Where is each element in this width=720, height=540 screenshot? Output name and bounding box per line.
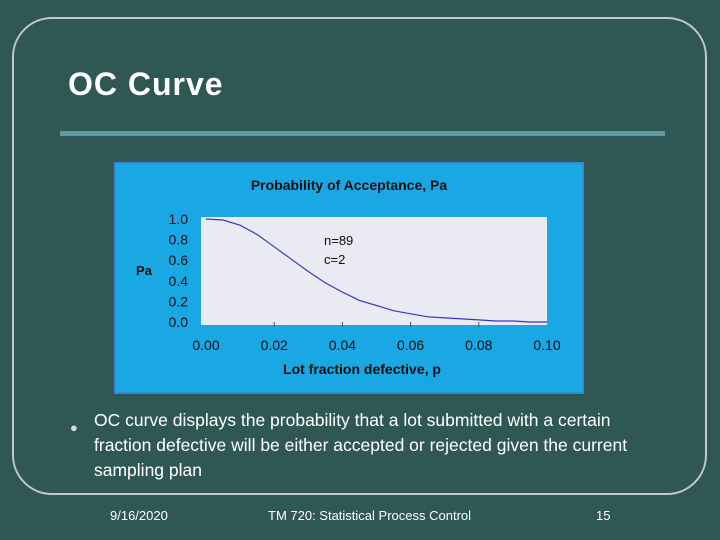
- y-tick-label: 1.0: [169, 211, 189, 227]
- slide-frame: [12, 17, 707, 495]
- x-tick-label: 0.00: [192, 337, 219, 353]
- title-rule: [60, 131, 665, 136]
- y-tick-label: 0.4: [169, 273, 189, 289]
- bullet-icon: ●: [70, 420, 78, 435]
- footer-page-number: 15: [596, 508, 611, 523]
- oc-chart-svg: Probability of Acceptance, Pa Pa Lot fra…: [112, 160, 586, 396]
- x-tick-label: 0.06: [397, 337, 424, 353]
- footer-course: TM 720: Statistical Process Control: [268, 508, 472, 523]
- y-tick-label: 0.6: [169, 252, 189, 268]
- x-tick-label: 0.04: [329, 337, 356, 353]
- annotation-c: c=2: [324, 252, 345, 267]
- y-tick-label: 0.8: [169, 232, 189, 248]
- bullet-text: OC curve displays the probability that a…: [94, 410, 628, 480]
- y-tick-label: 0.2: [169, 293, 189, 309]
- oc-curve-line: [205, 218, 547, 323]
- x-tick-labels: 0.00 0.02 0.04 0.06 0.08 0.10: [192, 322, 561, 353]
- annotation-n: n=89: [324, 233, 353, 248]
- chart-title: Probability of Acceptance, Pa: [251, 177, 448, 193]
- y-axis-label: Pa: [136, 263, 153, 278]
- footer-date: 9/16/2020: [110, 508, 168, 523]
- oc-chart: Probability of Acceptance, Pa Pa Lot fra…: [112, 160, 586, 396]
- x-tick-label: 0.08: [465, 337, 492, 353]
- y-tick-label: 0.0: [169, 314, 189, 330]
- x-axis-label: Lot fraction defective, p: [283, 361, 441, 377]
- slide-title: OC Curve: [68, 66, 224, 102]
- plot-area: [201, 217, 547, 325]
- y-tick-labels: 1.0 0.8 0.6 0.4 0.2 0.0: [169, 211, 189, 330]
- x-tick-label: 0.10: [533, 337, 560, 353]
- x-tick-label: 0.02: [261, 337, 288, 353]
